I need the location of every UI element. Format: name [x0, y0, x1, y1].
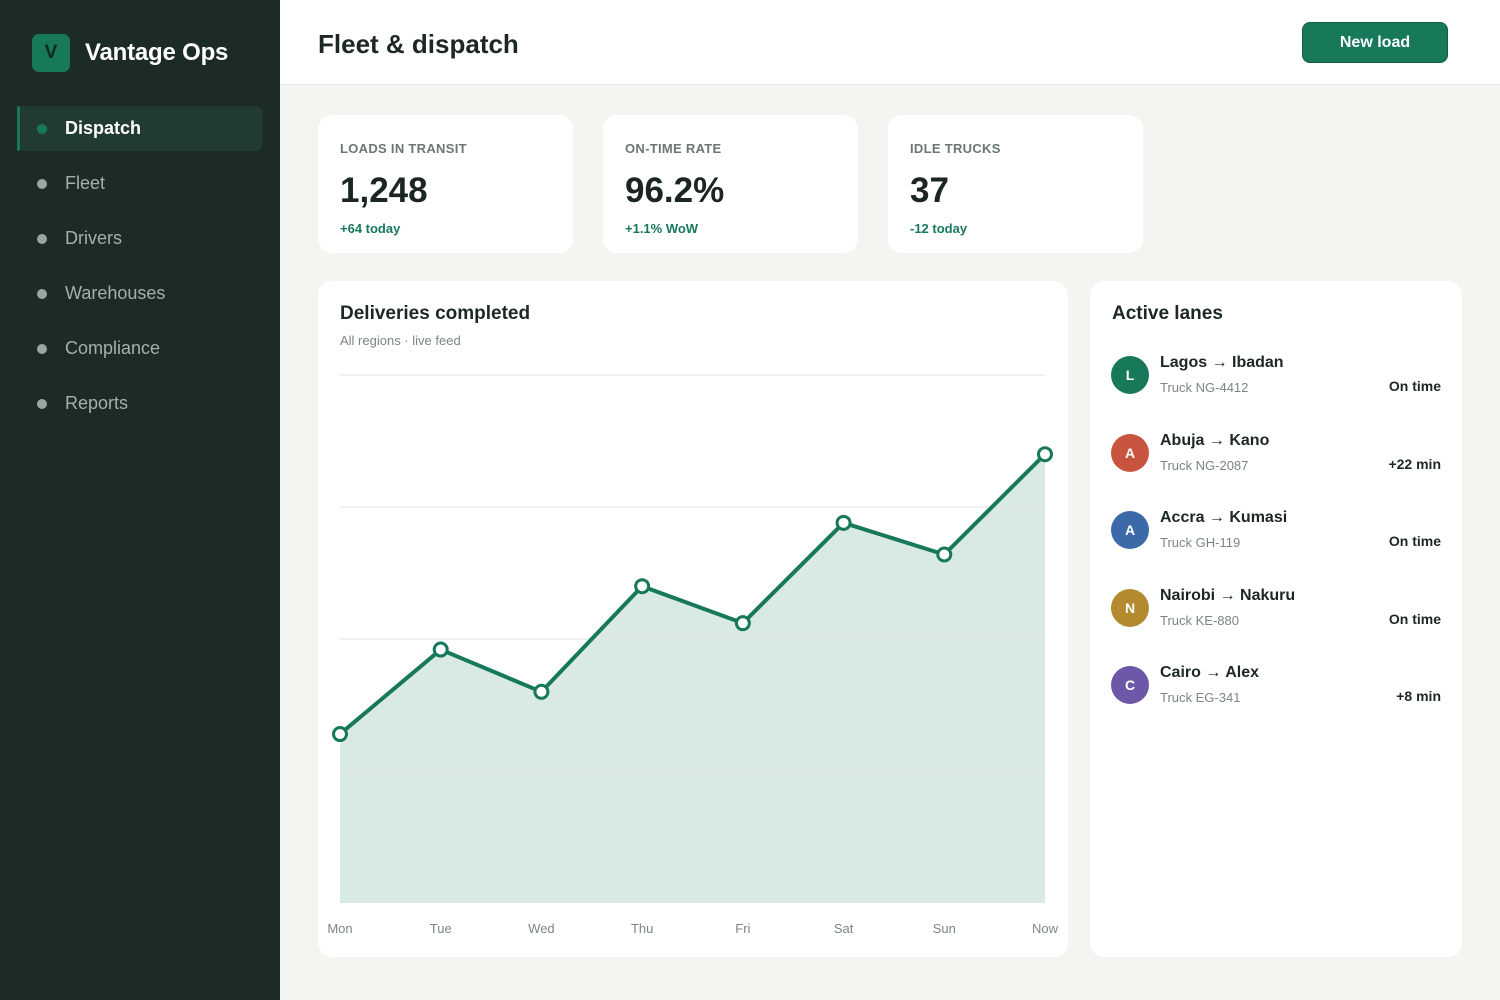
lane-route: Abuja → Kano	[1160, 432, 1270, 449]
sidebar-item-drivers[interactable]: Drivers	[17, 216, 263, 261]
sidebar-item-warehouses[interactable]: Warehouses	[17, 271, 263, 316]
avatar: A	[1111, 434, 1149, 472]
avatar: L	[1111, 356, 1149, 394]
chart-x-tick-label: Now	[1032, 921, 1059, 936]
kpi-label: LOADS IN TRANSIT	[340, 141, 467, 156]
sidebar-item-label: Warehouses	[65, 283, 166, 303]
kpi-value: 37	[910, 171, 949, 210]
avatar: A	[1111, 511, 1149, 549]
brand[interactable]: V Vantage Ops	[32, 34, 228, 72]
chart-x-tick-label: Wed	[528, 921, 555, 936]
deliveries-chart-card: Mon Tue Wed Thu Fri Sat Sun Now Deliveries comp…	[318, 281, 1068, 957]
lane-truck: Truck GH-119	[1160, 535, 1241, 550]
dot-icon	[37, 178, 47, 189]
deliveries-chart: Mon Tue Wed Thu Fri Sat Sun Now	[327, 374, 1059, 936]
chart-point	[332, 726, 348, 743]
sidebar-item-compliance[interactable]: Compliance	[17, 326, 263, 371]
chart-point	[734, 615, 751, 632]
sidebar-item-dispatch[interactable]: Dispatch	[17, 106, 263, 151]
lane-truck: Truck NG-2087	[1160, 458, 1249, 473]
kpi-card-idle-trucks: IDLE TRUCKS 37 -12 today	[888, 115, 1143, 253]
lane-route: Lagos → Ibadan	[1160, 354, 1284, 371]
sidebar-item-label: Fleet	[65, 173, 106, 193]
kpi-card-loads-in-transit: LOADS IN TRANSIT 1,248 +64 today	[318, 115, 573, 253]
page-title: Fleet & dispatch	[318, 29, 519, 59]
sidebar: V Vantage Ops Dispatch Fleet Drivers War…	[0, 0, 280, 1000]
kpi-delta: -12 today	[910, 221, 968, 236]
dot-icon	[37, 233, 47, 244]
chart-point	[936, 546, 953, 563]
lane-row[interactable]: A Accra → Kumasi Truck GH-119 On time	[1111, 509, 1441, 559]
sidebar-item-label: Compliance	[65, 338, 161, 358]
sidebar-item-label: Dispatch	[65, 118, 142, 138]
chart-x-tick-label: Sun	[933, 921, 956, 936]
lane-row[interactable]: C Cairo → Alex Truck EG-341 +8 min	[1111, 664, 1441, 714]
lane-status: On time	[1388, 533, 1441, 549]
chart-x-tick-label: Fri	[735, 921, 750, 936]
chart-area	[340, 454, 1045, 903]
kpi-delta: +64 today	[340, 221, 401, 236]
chart-title: Deliveries completed	[340, 303, 531, 324]
kpi-card-on-time-rate: ON-TIME RATE 96.2% +1.1% WoW	[603, 115, 858, 253]
dot-icon	[37, 288, 47, 299]
chart-x-tick-label: Tue	[430, 921, 452, 936]
chart-point	[432, 641, 449, 658]
lane-route: Cairo → Alex	[1160, 664, 1259, 681]
lane-truck: Truck EG-341	[1160, 690, 1241, 705]
avatar: N	[1111, 589, 1149, 627]
lanes-title: Active lanes	[1112, 303, 1223, 324]
sidebar-item-reports[interactable]: Reports	[17, 381, 263, 426]
dot-icon	[37, 343, 47, 354]
chart-series-line	[338, 452, 1047, 737]
lane-route: Accra → Kumasi	[1160, 509, 1288, 526]
avatar: C	[1111, 666, 1149, 704]
lane-truck: Truck NG-4412	[1160, 380, 1249, 395]
active-lanes-card: Active lanes L Lagos → Ibadan Truck NG-4…	[1090, 281, 1462, 957]
lane-row[interactable]: A Abuja → Kano Truck NG-2087 +22 min	[1111, 432, 1441, 482]
lane-row[interactable]: N Nairobi → Nakuru Truck KE-880 On time	[1111, 587, 1441, 637]
brand-logo-icon: V	[32, 34, 70, 72]
kpi-delta: +1.1% WoW	[625, 221, 699, 236]
chart-x-tick-label: Sat	[834, 921, 854, 936]
chart-point	[835, 514, 852, 531]
lane-status: +22 min	[1388, 456, 1441, 472]
dot-icon	[37, 123, 47, 134]
sidebar-item-label: Drivers	[65, 228, 122, 248]
new-load-button[interactable]: New load	[1302, 22, 1448, 63]
lane-row[interactable]: L Lagos → Ibadan Truck NG-4412 On time	[1111, 354, 1441, 404]
lane-route: Nairobi → Nakuru	[1160, 587, 1296, 604]
chart-subtitle: All regions · live feed	[340, 333, 461, 348]
lane-status: On time	[1388, 611, 1441, 627]
sidebar-nav: Dispatch Fleet Drivers Warehouses Compli…	[17, 106, 263, 436]
chart-point	[533, 683, 550, 700]
topbar: Fleet & dispatch New load	[280, 0, 1500, 85]
dot-icon	[37, 398, 47, 409]
chart-point	[1037, 446, 1053, 463]
kpi-value: 1,248	[340, 171, 428, 210]
brand-name: Vantage Ops	[85, 39, 229, 66]
chart-x-tick-label: Thu	[631, 921, 653, 936]
lane-status: +8 min	[1396, 688, 1441, 704]
kpi-value: 96.2%	[625, 171, 725, 210]
chart-x-tick-label: Mon	[327, 921, 352, 936]
kpi-label: IDLE TRUCKS	[910, 141, 1001, 156]
sidebar-item-label: Reports	[65, 393, 129, 413]
lane-status: On time	[1388, 378, 1441, 394]
kpi-label: ON-TIME RATE	[625, 141, 722, 156]
sidebar-item-fleet[interactable]: Fleet	[17, 161, 263, 206]
chart-point	[634, 578, 651, 595]
lane-truck: Truck KE-880	[1160, 613, 1239, 628]
